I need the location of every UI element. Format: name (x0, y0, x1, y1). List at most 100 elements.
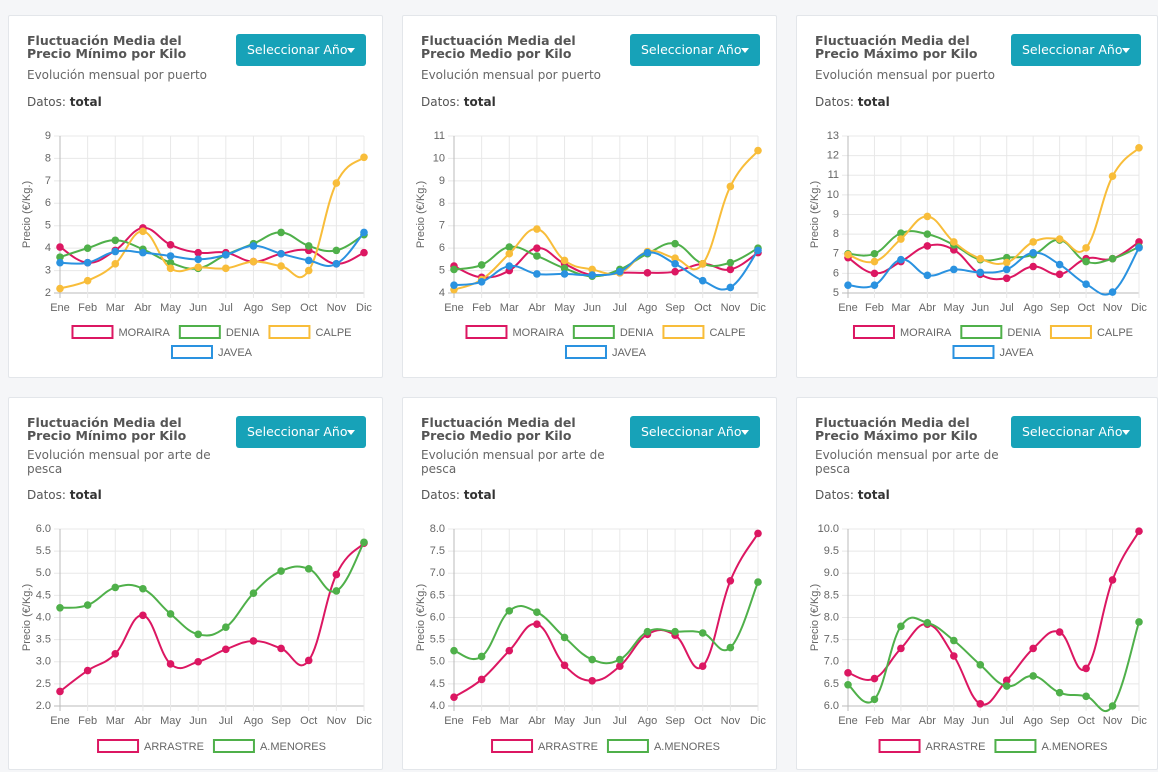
data-point (111, 260, 120, 268)
y-tick-label: 8.0 (430, 523, 445, 535)
legend-swatch (491, 739, 534, 753)
data-point (844, 281, 852, 289)
series-line (453, 149, 759, 291)
data-point (304, 256, 313, 265)
x-tick-label: Mar (106, 302, 125, 314)
x-tick-label: Jun (189, 302, 207, 314)
data-point (923, 271, 932, 280)
legend-swatch (564, 345, 607, 359)
y-tick-label: 5.0 (36, 567, 51, 579)
data-point (1108, 576, 1117, 584)
card-subtitle: Evolución mensual por puerto (815, 68, 995, 82)
legend-label: CALPE (709, 327, 745, 339)
year-select-button[interactable]: Seleccionar Año (236, 34, 366, 66)
y-tick-label: 12 (827, 150, 839, 162)
x-tick-label: Nov (1103, 302, 1123, 314)
data-point (222, 264, 230, 273)
legend-swatch (97, 739, 140, 753)
card-subtitle: Evolución mensual por puerto (27, 68, 207, 82)
legend-label: JAVEA (612, 347, 647, 359)
x-tick-label: Nov (721, 715, 741, 727)
data-point (923, 242, 932, 250)
x-tick-label: Ene (50, 715, 70, 727)
y-tick-label: 11 (828, 169, 839, 181)
data-point (1082, 692, 1090, 701)
data-point (277, 228, 285, 237)
data-point (166, 264, 175, 273)
year-select-button[interactable]: Seleccionar Año (236, 416, 366, 448)
y-tick-label: 4 (439, 287, 445, 299)
year-select-button[interactable]: Seleccionar Año (1011, 416, 1141, 448)
data-info: Datos: total (421, 95, 496, 109)
y-axis-label: Precio (€/Kg.) (809, 181, 821, 248)
y-tick-label: 7.5 (430, 545, 445, 557)
x-tick-label: May (160, 715, 181, 727)
data-point (1135, 143, 1143, 152)
data-point (360, 538, 368, 547)
x-tick-label: Jul (1000, 302, 1014, 314)
y-tick-label: 3.0 (36, 656, 51, 668)
data-point (139, 227, 147, 236)
x-tick-label: Sep (271, 715, 291, 727)
data-point (477, 652, 486, 661)
data-point (360, 248, 368, 257)
data-point (533, 252, 541, 260)
data-point (249, 257, 258, 266)
data-point (950, 238, 958, 246)
legend-label: DENIA (1007, 327, 1041, 339)
data-point (560, 270, 569, 278)
data-point (870, 695, 879, 704)
data-point (304, 266, 313, 275)
legend-swatch (268, 325, 311, 339)
x-tick-label: Oct (694, 715, 711, 727)
data-point (1082, 280, 1090, 288)
data-point (166, 610, 175, 618)
y-tick-label: 8 (45, 152, 51, 164)
legend-swatch (952, 345, 995, 359)
y-tick-label: 5.0 (430, 656, 445, 668)
data-info: Datos: total (815, 95, 890, 109)
y-tick-label: 2 (45, 287, 51, 299)
legend-label: MORAIRA (118, 327, 170, 339)
x-tick-label: Feb (865, 715, 884, 727)
y-tick-label: 6 (833, 267, 839, 279)
y-tick-label: 7.0 (824, 656, 839, 668)
data-point (754, 246, 762, 255)
series-line (847, 147, 1140, 265)
legend-label: ARRASTRE (926, 741, 986, 753)
y-tick-label: 7.5 (824, 634, 839, 646)
card-subtitle: Evolución mensual por arte de pesca (815, 448, 999, 476)
data-point (1055, 270, 1064, 279)
year-select-button[interactable]: Seleccionar Año (630, 34, 760, 66)
card-title: Fluctuación Media del Precio Mínimo por … (27, 415, 187, 443)
y-tick-label: 5.5 (36, 545, 51, 557)
data-point (277, 644, 285, 653)
data-point (698, 260, 707, 268)
series-line (847, 247, 1140, 296)
x-tick-label: Abr (134, 715, 151, 727)
series-line (453, 249, 759, 291)
x-tick-label: Dic (356, 302, 372, 314)
year-select-button[interactable]: Seleccionar Año (1011, 34, 1141, 66)
data-point (533, 270, 541, 278)
data-point (976, 699, 985, 708)
legend-label: MORAIRA (900, 327, 952, 339)
data-point (643, 627, 652, 636)
data-point (166, 240, 175, 249)
data-point (976, 661, 985, 669)
data-point (897, 622, 905, 631)
chart-card: Fluctuación Media del Precio Máximo por … (796, 397, 1158, 770)
y-tick-label: 6.5 (824, 678, 839, 690)
year-select-button[interactable]: Seleccionar Año (630, 416, 760, 448)
data-point (505, 249, 514, 258)
data-point (1002, 265, 1011, 274)
y-axis-label: Precio (€/Kg.) (415, 584, 427, 651)
data-point (1002, 274, 1011, 283)
x-tick-label: Jun (971, 715, 989, 727)
data-point (194, 248, 202, 257)
data-point (222, 623, 230, 632)
data-info: Datos: total (27, 95, 102, 109)
data-point (1029, 238, 1037, 246)
x-tick-label: Jul (219, 302, 233, 314)
